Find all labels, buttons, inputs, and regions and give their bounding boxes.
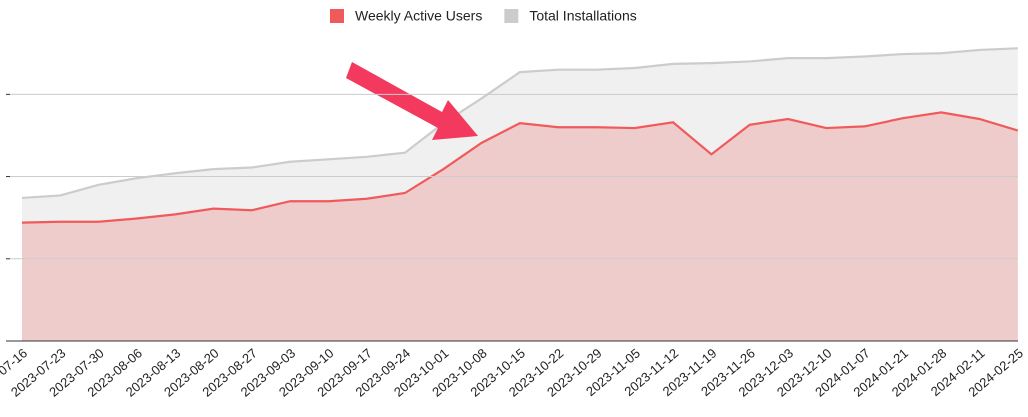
- area: [22, 112, 1018, 341]
- legend-label: Weekly Active Users: [355, 8, 482, 24]
- legend-label: Total Installations: [529, 8, 636, 24]
- line: [21, 111, 1019, 224]
- legend-swatch: [504, 9, 519, 23]
- annotation-arrow: [346, 62, 478, 140]
- legend: Weekly Active Users Total Installations: [330, 8, 637, 24]
- plot-area: [21, 47, 1019, 342]
- legend-swatch: [330, 9, 344, 23]
- line: [21, 47, 1018, 200]
